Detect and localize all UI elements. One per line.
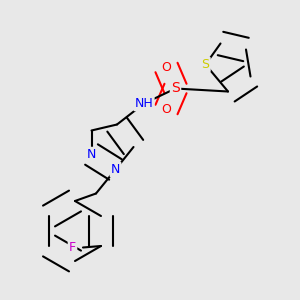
Text: S: S bbox=[202, 58, 209, 71]
Text: N: N bbox=[111, 163, 120, 176]
Text: O: O bbox=[162, 61, 171, 74]
Text: F: F bbox=[69, 241, 76, 254]
Text: N: N bbox=[87, 148, 96, 161]
Text: NH: NH bbox=[135, 97, 153, 110]
Text: O: O bbox=[162, 103, 171, 116]
Text: S: S bbox=[171, 82, 180, 95]
